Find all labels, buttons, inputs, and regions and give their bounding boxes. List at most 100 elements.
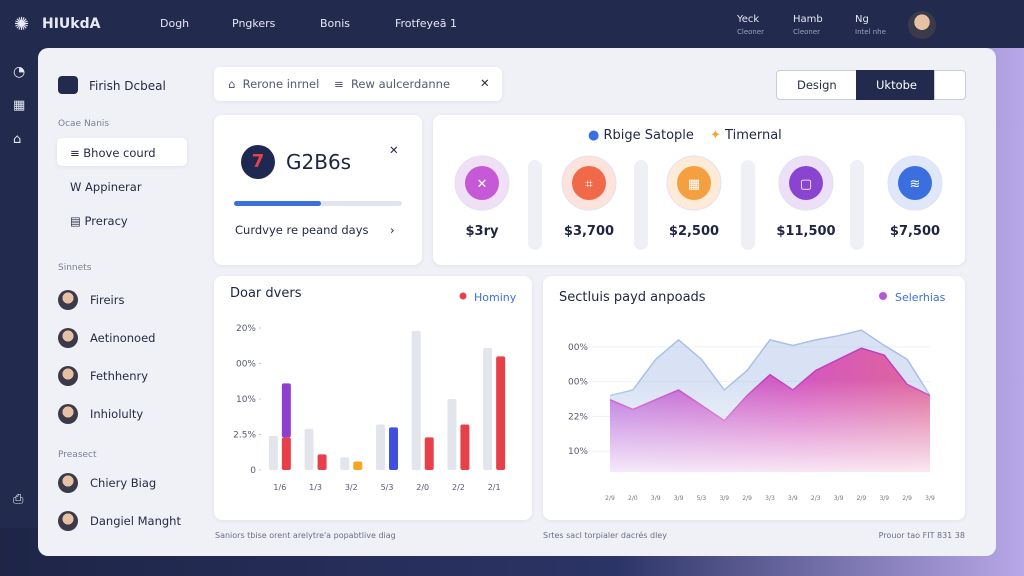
nav-item[interactable]: Frotfeyeā 1 (395, 17, 458, 30)
nav-item[interactable]: Bonis (320, 17, 351, 30)
y-tick-label: 00% (568, 378, 588, 388)
nav-item[interactable]: Dogh (160, 17, 190, 30)
bar (281, 383, 291, 438)
menu-item[interactable]: Inhiolulty (90, 407, 144, 421)
x-tick-label: 3/3 (765, 495, 775, 502)
wallet-glyph: ▢ (800, 177, 812, 192)
label: Appinerar (85, 180, 142, 194)
toggle-button[interactable] (856, 70, 934, 100)
search-field[interactable]: ≡ Rew aulcerdanne (334, 77, 451, 91)
y-tick-label: 00% (236, 360, 256, 370)
logo: ✺ (14, 14, 30, 35)
menu-item[interactable]: Fethhenry (90, 369, 149, 383)
chart-title: Doar dvers (230, 286, 302, 301)
y-tick-label: 20% (236, 324, 256, 334)
bar (268, 435, 278, 470)
menu-item[interactable]: Chiery Biag (90, 476, 157, 490)
bar (304, 428, 314, 470)
section-heading: Sinnets (58, 263, 92, 273)
card-logo: 7 (241, 145, 275, 179)
section-heading: Preasect (58, 450, 97, 460)
bar (411, 330, 421, 470)
label: Preracy (84, 214, 128, 228)
menu-item[interactable]: W Appinerar (70, 180, 142, 194)
close-button[interactable]: ✕ (389, 143, 399, 157)
area-line (609, 329, 931, 397)
menu-item[interactable]: Fireirs (90, 293, 125, 307)
legend-dot (879, 292, 887, 300)
icon[interactable]: ⌂ (13, 132, 22, 147)
y-tick-label: 0 (250, 466, 256, 476)
divider (634, 160, 648, 250)
x-tick-label: 3/2 (345, 483, 358, 492)
wallet-glyph: ⌗ (585, 177, 593, 192)
y-tick-label: 2.5% (233, 431, 256, 441)
menu-item[interactable]: ▤ Preracy (70, 214, 128, 228)
close-button[interactable]: ✕ (480, 76, 490, 90)
x-tick-label: 2/9 (857, 495, 867, 502)
label: Rbige Satople (603, 128, 694, 143)
icon[interactable]: ◔ (13, 64, 26, 80)
x-tick-label: 2/0 (416, 483, 429, 492)
active-item (57, 138, 187, 166)
wallet-value: $11,500 (776, 224, 835, 239)
footer-text: Srtes sacl torpialer dacrés dley (543, 530, 667, 540)
label: Bhove courd (83, 146, 156, 160)
bar (496, 356, 506, 470)
wallet-value: $2,500 (669, 224, 719, 239)
icon[interactable]: ▦ (13, 98, 26, 113)
user-name: Hamb (793, 14, 823, 25)
wallet-glyph: ≋ (910, 177, 921, 192)
wallet-value: $3,700 (564, 224, 614, 239)
menu-item[interactable]: ≡ Bhove courd (70, 146, 156, 160)
x-tick-label: 2/1 (488, 483, 501, 492)
label: Timernal (725, 128, 782, 143)
wallet-icon (465, 166, 499, 200)
search-field[interactable]: ⌂ Rerone inrnel (228, 77, 320, 91)
top-bar (0, 0, 1024, 48)
avatar (58, 473, 78, 493)
divider (741, 160, 755, 250)
user-name: Ng (855, 14, 869, 25)
wallet-glyph: ▦ (688, 177, 700, 192)
icon[interactable]: ⎙ (13, 492, 24, 507)
nav-item[interactable]: Pngkers (232, 17, 276, 30)
card-link[interactable]: Curdvye re peand days (235, 223, 369, 237)
avatar (58, 511, 78, 531)
brand: HIUkdA (42, 16, 101, 32)
divider (850, 160, 864, 250)
divider (528, 160, 542, 250)
x-tick-label: 3/9 (674, 495, 684, 502)
menu-icon[interactable] (58, 76, 78, 94)
wallet-icon (572, 166, 606, 200)
legend-label: Hominy (474, 291, 517, 304)
chevron[interactable]: › (390, 223, 395, 237)
user-sub: Cleoner (737, 28, 765, 36)
user-sub: Cleoner (793, 28, 821, 36)
x-tick-label: 2/9 (902, 495, 912, 502)
legend-dot (459, 292, 467, 300)
y-tick-label: 00% (568, 343, 588, 353)
toggle-button[interactable] (776, 70, 858, 100)
x-tick-label: 3/9 (651, 495, 661, 502)
wallet-icon (898, 166, 932, 200)
search-bar (214, 67, 502, 101)
avatar (58, 404, 78, 424)
x-tick-label: 3/9 (834, 495, 844, 502)
avatar[interactable] (908, 11, 936, 39)
wallet-glyph: ✕ (477, 177, 488, 192)
y-tick-label: 10% (568, 447, 588, 457)
x-tick-label: 1/3 (309, 483, 322, 492)
icon-button[interactable] (934, 70, 966, 100)
menu-item[interactable]: Dangiel Manght (90, 514, 181, 528)
bar (376, 424, 385, 470)
legend-label: Selerhias (895, 291, 946, 304)
menu-item[interactable]: Aetinonoed (90, 331, 156, 345)
wallet-icon (789, 166, 823, 200)
x-tick-label: 5/3 (697, 495, 707, 502)
bar (424, 437, 434, 470)
y-tick-label: 22% (568, 412, 588, 422)
wallet-title: ✦ Timernal (710, 128, 782, 143)
bar (447, 399, 457, 470)
footer-text: Prouor tao FIT 831 38 (879, 531, 965, 540)
